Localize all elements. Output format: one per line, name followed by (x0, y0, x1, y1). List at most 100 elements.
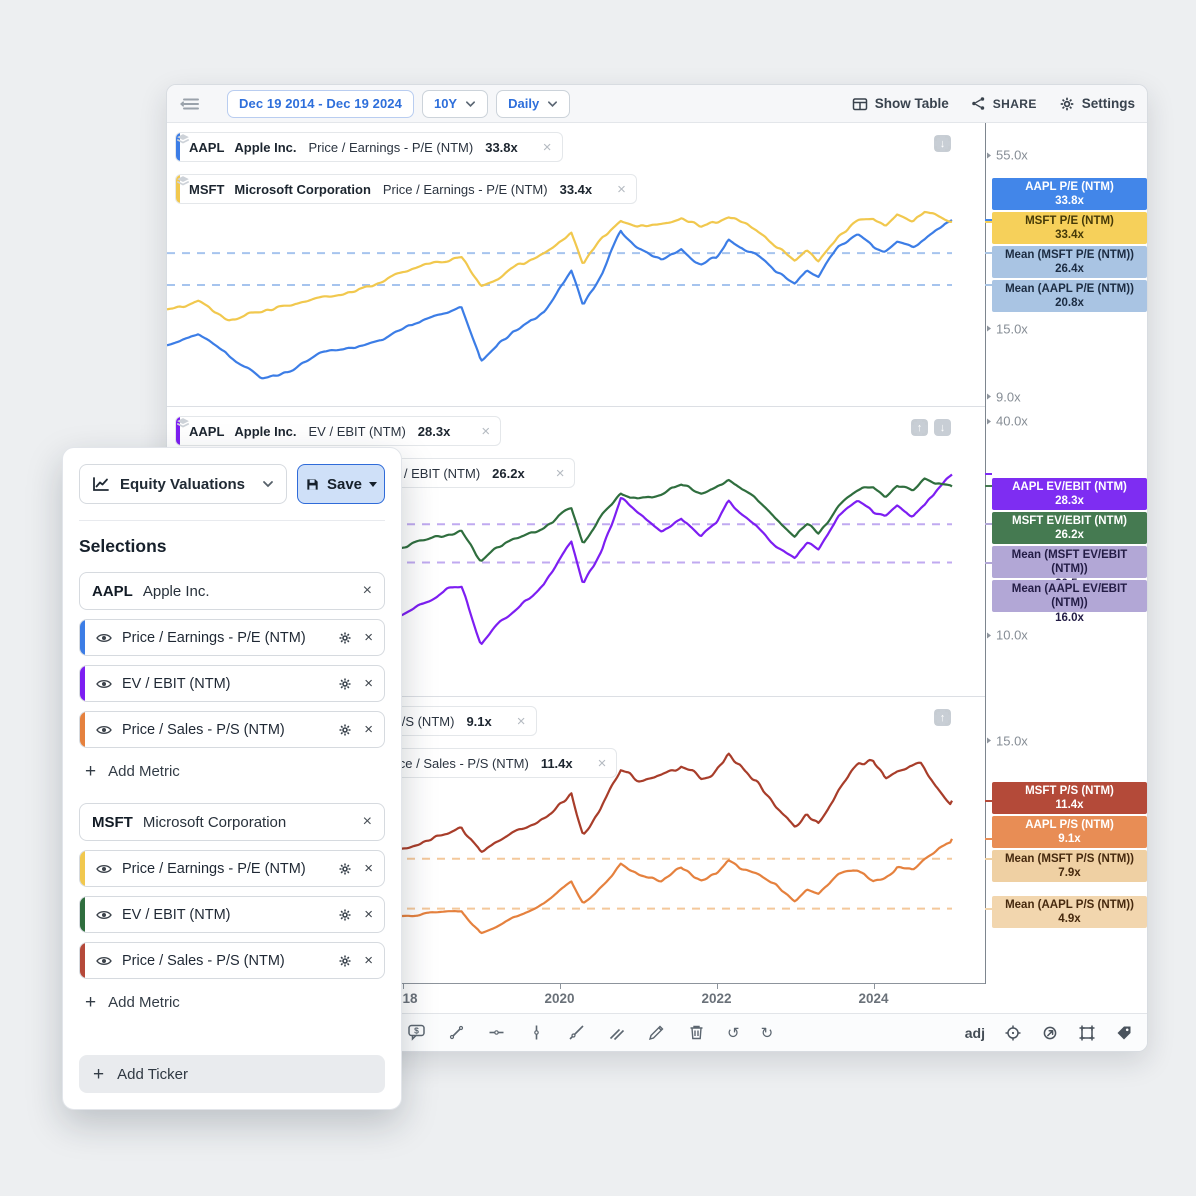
snap-mode-icon[interactable] (1041, 1024, 1059, 1042)
move-pane-up-button[interactable]: ↑ (911, 419, 928, 436)
save-button[interactable]: Save (297, 464, 385, 504)
badge-value: 26.2x (1055, 529, 1084, 541)
remove-series-icon[interactable]: × (481, 422, 491, 440)
ticker-symbol: AAPL (92, 582, 133, 600)
tick-label: 15.0x (996, 733, 1028, 749)
legend-aapl-price-earnings[interactable]: AAPL Apple Inc. Price / Earnings - P/E (NT… (175, 132, 563, 162)
axis-badge-ev-ebit-2: Mean (MSFT EV/EBIT (NTM))20.5x (992, 546, 1147, 590)
view-selector[interactable]: Equity Valuations (79, 464, 287, 504)
move-pane-down-button[interactable]: ↓ (934, 135, 951, 152)
vertical-line-icon[interactable] (527, 1023, 546, 1042)
caret-down-icon (369, 481, 378, 487)
parallel-channel-icon[interactable] (607, 1023, 626, 1042)
tag-icon[interactable] (1115, 1024, 1133, 1042)
badge-title: Mean (MSFT P/S (NTM)) (1004, 852, 1135, 865)
selections-panel: Equity Valuations Save Selections AAPL Ap… (62, 447, 402, 1110)
ray-icon[interactable] (567, 1023, 586, 1042)
frame-icon[interactable] (1078, 1024, 1096, 1042)
visibility-eye-icon[interactable] (96, 724, 112, 736)
remove-metric-icon[interactable]: × (364, 952, 373, 969)
metric-row[interactable]: EV / EBIT (NTM) × (79, 665, 385, 702)
badge-value: 33.8x (1055, 195, 1084, 207)
horizontal-line-icon[interactable] (487, 1023, 506, 1042)
top-toolbar: Dec 19 2014 - Dec 19 2024 10Y Daily Show… (167, 85, 1147, 123)
series-msft-pe (167, 210, 953, 322)
metric-settings-icon[interactable] (338, 723, 352, 737)
remove-metric-icon[interactable]: × (364, 721, 373, 738)
redo-icon[interactable]: ↻ (760, 1024, 774, 1042)
legend-metric: EV / EBIT (NTM) (308, 423, 406, 439)
axis-badge-price-earnings-1: MSFT P/E (NTM) 33.4x (992, 212, 1147, 244)
metric-label: Price / Earnings - P/E (NTM) (122, 629, 306, 646)
show-table-button[interactable]: Show Table (852, 96, 949, 112)
remove-series-icon[interactable]: × (597, 754, 607, 772)
badge-title: Mean (MSFT EV/EBIT (NTM)) (1011, 548, 1128, 576)
metric-row[interactable]: Price / Sales - P/S (NTM) × (79, 942, 385, 979)
legend-msft-price-earnings[interactable]: MSFT Microsoft Corporation Price / Earning… (175, 174, 637, 204)
badge-connector (985, 485, 992, 488)
crosshair-icon[interactable] (1004, 1024, 1022, 1042)
share-button[interactable]: SHARE (971, 96, 1037, 111)
adjust-toggle[interactable]: adj (964, 1024, 985, 1041)
metric-row[interactable]: Price / Earnings - P/E (NTM) × (79, 619, 385, 656)
remove-metric-icon[interactable]: × (364, 629, 373, 646)
axis-tick-ev-ebit: 10.0x (987, 628, 1028, 643)
plus-icon: + (93, 1063, 105, 1085)
remove-series-icon[interactable]: × (516, 712, 526, 730)
badge-title: AAPL P/S (NTM) (1025, 818, 1114, 831)
remove-metric-icon[interactable]: × (364, 906, 373, 923)
collapse-sidebar-icon[interactable] (179, 93, 201, 115)
price-note-icon[interactable]: $ (407, 1023, 426, 1042)
x-tick-mark (402, 984, 404, 989)
visibility-eye-icon[interactable] (96, 632, 112, 644)
legend-ticker: AAPL (189, 423, 225, 439)
metric-settings-icon[interactable] (338, 908, 352, 922)
metric-settings-icon[interactable] (338, 954, 352, 968)
badge-value: 26.4x (1055, 263, 1084, 275)
pencil-icon[interactable] (647, 1023, 666, 1042)
trendline-icon[interactable] (447, 1023, 466, 1042)
add-metric-button[interactable]: + Add Metric (85, 993, 385, 1012)
metric-settings-icon[interactable] (338, 631, 352, 645)
remove-metric-icon[interactable]: × (364, 675, 373, 692)
metric-color-bar (80, 666, 85, 701)
move-pane-down-button[interactable]: ↓ (934, 419, 951, 436)
add-ticker-button[interactable]: + Add Ticker (79, 1055, 385, 1093)
show-table-label: Show Table (874, 96, 949, 111)
remove-series-icon[interactable]: × (542, 138, 552, 156)
frequency-dropdown[interactable]: Daily (496, 89, 571, 118)
range-preset-dropdown[interactable]: 10Y (421, 89, 489, 118)
remove-ticker-icon[interactable]: × (362, 582, 372, 599)
axis-tick-price-earnings: 9.0x (987, 389, 1021, 404)
metric-row[interactable]: Price / Earnings - P/E (NTM) × (79, 850, 385, 887)
plus-icon: + (85, 761, 97, 782)
metric-row[interactable]: Price / Sales - P/S (NTM) × (79, 711, 385, 748)
legend-ticker: AAPL (189, 139, 225, 155)
chart-mode-tools: adj (965, 1024, 1133, 1042)
visibility-eye-icon[interactable] (96, 955, 112, 967)
remove-ticker-icon[interactable]: × (362, 813, 372, 830)
legend-actions: × (176, 176, 626, 198)
add-metric-button[interactable]: + Add Metric (85, 762, 385, 781)
legend-aapl-ev-ebit[interactable]: AAPL Apple Inc. EV / EBIT (NTM) 28.3x × (175, 416, 502, 446)
remove-series-icon[interactable]: × (555, 464, 565, 482)
metric-settings-icon[interactable] (338, 677, 352, 691)
undo-icon[interactable]: ↺ (727, 1024, 740, 1042)
visibility-eye-icon[interactable] (96, 863, 112, 875)
remove-series-icon[interactable]: × (617, 180, 626, 198)
legend-metric: EV / EBIT (NTM) (382, 465, 481, 481)
drawing-tools: $ ↺ ↻ (407, 1023, 773, 1042)
metric-row[interactable]: EV / EBIT (NTM) × (79, 896, 385, 933)
remove-metric-icon[interactable]: × (364, 860, 373, 877)
view-name: Equity Valuations (120, 475, 246, 493)
legend-ticker: MSFT (189, 181, 225, 197)
settings-button[interactable]: Settings (1059, 96, 1135, 112)
date-range-button[interactable]: Dec 19 2014 - Dec 19 2024 (227, 89, 414, 118)
tick-arrow-icon (987, 325, 991, 332)
visibility-eye-icon[interactable] (96, 678, 112, 690)
delete-drawings-icon[interactable] (687, 1023, 706, 1042)
visibility-eye-icon[interactable] (96, 909, 112, 921)
move-pane-up-button[interactable]: ↑ (934, 709, 951, 726)
metric-settings-icon[interactable] (338, 862, 352, 876)
tick-label: 9.0x (996, 389, 1021, 405)
